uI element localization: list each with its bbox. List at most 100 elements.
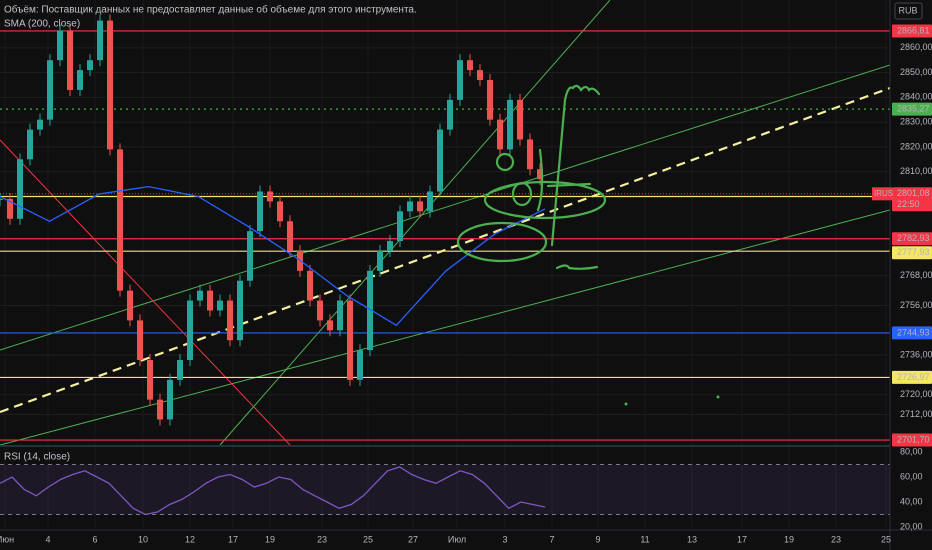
candle	[417, 201, 423, 212]
candle	[67, 30, 73, 90]
scribble	[536, 148, 544, 212]
time-label: 25	[363, 534, 373, 544]
rsi-line	[0, 466, 546, 516]
time-label: 17	[228, 534, 238, 544]
candle	[397, 211, 403, 242]
time-label: 19	[265, 534, 275, 544]
level-label-box	[892, 232, 932, 246]
candle	[167, 379, 173, 420]
symbol: IRUS	[874, 189, 893, 198]
candle	[377, 250, 383, 271]
time-label: 3	[502, 534, 507, 544]
candle	[137, 320, 143, 361]
candle	[247, 231, 253, 281]
candle	[367, 270, 373, 351]
candle	[407, 201, 413, 212]
candle	[37, 119, 43, 130]
rsi-tick-label: 40,00	[900, 496, 923, 506]
candles	[0, 14, 546, 426]
candle	[277, 201, 283, 222]
level-label: 2777,93	[897, 247, 930, 257]
candle	[357, 350, 363, 380]
level-label: 2744,93	[897, 327, 930, 337]
level-label: 2782,93	[897, 233, 930, 243]
scribble	[483, 180, 607, 220]
candle	[47, 60, 53, 120]
rsi-tick-label: 60,00	[900, 471, 923, 481]
candle	[177, 360, 183, 380]
y-tick-label: 2768,00	[900, 270, 932, 280]
trend-line	[0, 64, 891, 351]
candle	[487, 80, 493, 120]
time-label: 27	[408, 534, 418, 544]
symbol-box	[872, 187, 892, 201]
scribble	[546, 182, 592, 188]
level-label-box	[892, 102, 932, 116]
y-tick-label: 2756,00	[900, 300, 932, 310]
candle	[97, 20, 103, 61]
level-label-box	[892, 326, 932, 340]
hand-drawing	[456, 84, 607, 270]
candle	[537, 169, 543, 180]
scribble	[495, 152, 515, 172]
candle	[317, 300, 323, 321]
time-label: 17	[737, 534, 747, 544]
rsi-band	[0, 464, 890, 515]
candle	[337, 300, 343, 331]
candle	[27, 129, 33, 160]
volume-note: Объём: Поставщик данных не предоставляет…	[4, 4, 417, 16]
candle	[457, 60, 463, 100]
candle	[267, 191, 273, 202]
rsi-tick-label: 20,00	[900, 521, 923, 531]
countdown: 22:50	[897, 199, 920, 209]
currency[interactable]: RUB	[898, 5, 917, 15]
candle	[307, 270, 313, 301]
candle	[467, 60, 473, 71]
scribble	[550, 98, 567, 247]
trend-line	[0, 86, 891, 414]
sma-line	[0, 185, 546, 327]
time-label: 23	[317, 534, 327, 544]
candle	[427, 191, 433, 212]
candle	[387, 241, 393, 251]
time-label: Июн	[0, 534, 14, 544]
candle	[477, 70, 483, 81]
candle	[447, 99, 453, 130]
candle	[197, 290, 203, 301]
candle	[107, 20, 113, 150]
y-tick-label: 2820,00	[900, 141, 932, 151]
candle	[0, 198, 3, 200]
candle	[437, 129, 443, 192]
candle	[507, 99, 513, 150]
time-label: 11	[640, 534, 649, 544]
trend-line	[0, 139, 291, 446]
dot	[716, 395, 720, 399]
currency-button[interactable]	[894, 2, 923, 20]
trend-line	[0, 209, 891, 446]
level-label: 2726,97	[897, 372, 930, 382]
candle	[157, 399, 163, 420]
y-tick-label: 2712,00	[900, 409, 932, 419]
level-label: 2835,27	[897, 103, 930, 113]
candle	[497, 119, 503, 150]
candle	[327, 320, 333, 331]
candle	[147, 360, 153, 400]
scribble	[555, 264, 599, 270]
trend-line	[219, 0, 611, 446]
y-tick-label: 2720,00	[900, 389, 932, 399]
rsi-tick-label: 80,00	[900, 446, 923, 456]
scribble	[563, 84, 601, 102]
time-label: 7	[549, 534, 554, 544]
y-tick-label: 2736,00	[900, 349, 932, 359]
level-label-box	[892, 433, 932, 447]
scribble	[511, 181, 533, 207]
candle	[517, 99, 523, 140]
candle	[117, 149, 123, 291]
time-label: 25	[881, 534, 891, 544]
level-label-box	[892, 24, 932, 38]
time-label: 10	[138, 534, 148, 544]
level-label-box	[892, 246, 932, 260]
levels	[0, 30, 890, 441]
